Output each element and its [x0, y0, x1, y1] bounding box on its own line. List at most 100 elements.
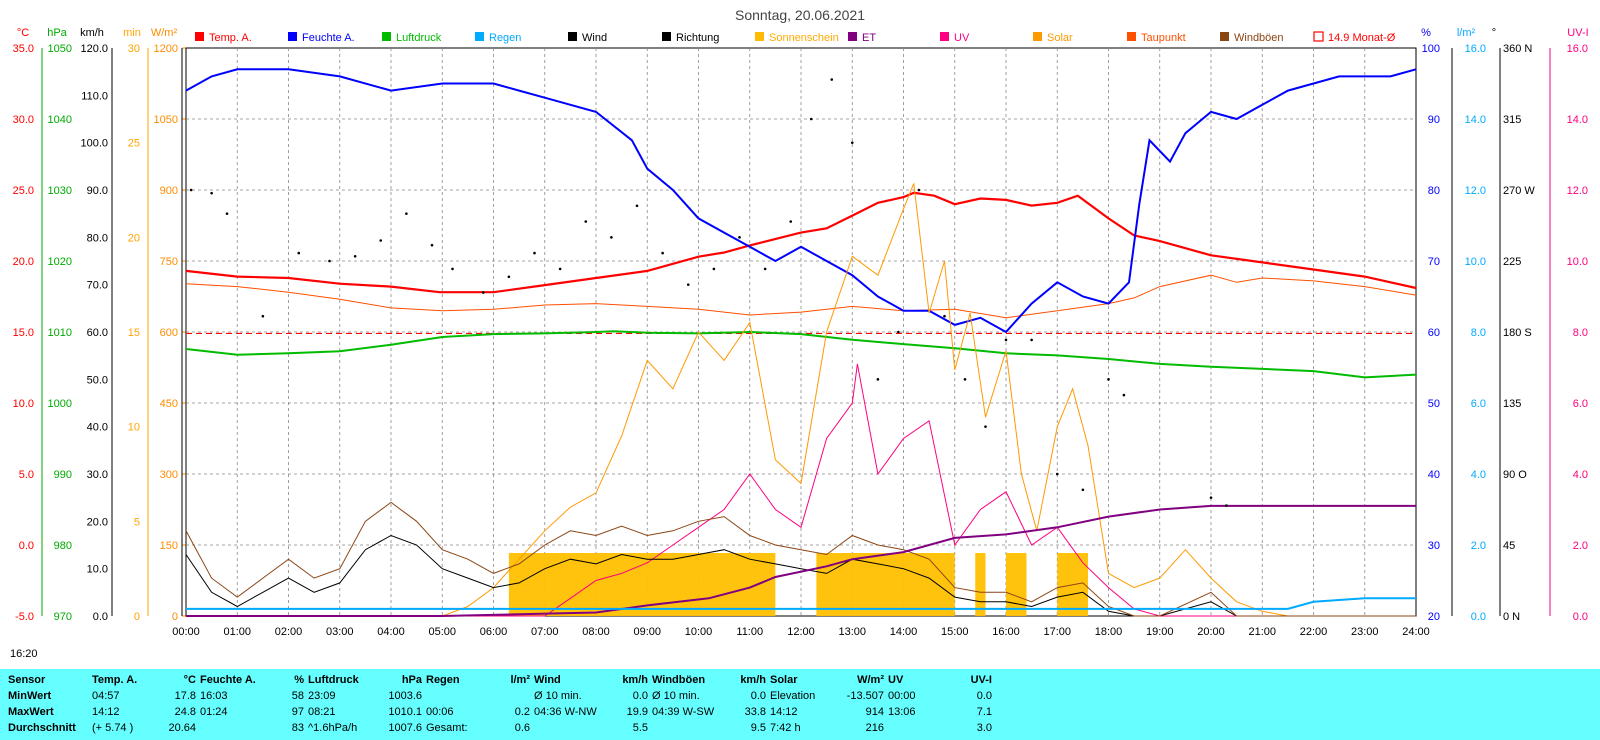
direction-point [1081, 488, 1085, 492]
gust-value: 0.0 [750, 690, 766, 702]
direction-point [405, 212, 408, 215]
series-line-windb-en [185, 501, 1416, 617]
direction-point [738, 236, 741, 239]
time-tick-label: 12:00 [787, 626, 815, 638]
time-tick-label: 03:00 [326, 626, 354, 638]
press-tick-label: 1020 [48, 256, 72, 268]
solar-tick-label: 750 [160, 256, 178, 268]
solar-time: 14:12 [770, 706, 798, 718]
direction-point [507, 275, 511, 279]
temp-tick-label: 10.0 [13, 398, 34, 410]
wind-value: 19.9 [626, 706, 648, 718]
solar-tick-label: 300 [160, 469, 178, 481]
press-value: 1003.6 [388, 690, 422, 702]
hdr-press: Luftdruck [308, 674, 359, 686]
rain-tick-label: 16.0 [1465, 43, 1486, 55]
uv-tick-label: 16.0 [1567, 43, 1588, 55]
uv-time: 13:06 [888, 706, 916, 718]
time-tick-label: 24:00 [1402, 626, 1430, 638]
hum-tick-label: 60 [1428, 327, 1440, 339]
direction-point [610, 236, 613, 239]
dir-tick-label: 180 S [1503, 327, 1532, 339]
uv-tick-label: 10.0 [1567, 256, 1588, 268]
dir-tick-label: 270 W [1503, 185, 1535, 197]
legend-swatch [1127, 32, 1136, 41]
press-time: 23:09 [308, 690, 336, 702]
time-tick-label: 17:00 [1043, 626, 1071, 638]
direction-point [809, 117, 813, 121]
rain-unit-label: l/m² [1457, 27, 1476, 39]
rain-tick-label: 0.0 [1471, 611, 1486, 623]
rain-tick-label: 14.0 [1465, 114, 1486, 126]
wind-unit-label: km/h [80, 27, 104, 39]
uv-tick-label: 6.0 [1573, 398, 1588, 410]
solar-tick-label: 1050 [154, 114, 178, 126]
series-line-regen [186, 597, 1416, 610]
wind-tick-label: 10.0 [87, 564, 108, 576]
time-tick-label: 01:00 [223, 626, 251, 638]
wind-tick-label: 30.0 [87, 469, 108, 481]
hum-tick-label: 80 [1428, 185, 1440, 197]
stats-row-max: MaxWert 14:12 24.8 01:24 97 08:21 1010.1… [6, 704, 994, 720]
direction-point [210, 191, 213, 195]
uv-tick-label: 2.0 [1573, 540, 1588, 552]
direction-point [297, 251, 301, 255]
legend-label: 14.9 Monat-Ø [1328, 32, 1396, 44]
legend-swatch [568, 32, 577, 41]
dir-tick-label: 0 N [1503, 611, 1520, 623]
chart-title: Sonntag, 20.06.2021 [735, 7, 865, 23]
rain-tick-label: 4.0 [1471, 469, 1486, 481]
press-tick-label: 980 [54, 540, 72, 552]
solar-time: 7:42 h [770, 722, 801, 734]
time-tick-label: 22:00 [1300, 626, 1328, 638]
wind-tick-label: 0.0 [93, 611, 108, 623]
press-tick-label: 1000 [48, 398, 72, 410]
rain-time [424, 688, 488, 704]
gust-time: Ø 10 min. [652, 690, 700, 702]
sun-tick-label: 20 [128, 232, 140, 244]
press-tick-label: 970 [54, 611, 72, 623]
wind-time: Ø 10 min. [534, 690, 582, 702]
solar-value: 216 [865, 722, 884, 734]
rain-value: 0.6 [514, 722, 530, 734]
temp-tick-label: 35.0 [13, 43, 34, 55]
hdr-uv-unit: UV-I [970, 674, 992, 686]
uv-tick-label: 4.0 [1573, 469, 1588, 481]
hdr-hum-unit: % [294, 674, 304, 686]
legend-swatch [1033, 32, 1042, 41]
wind-tick-label: 110.0 [81, 90, 108, 102]
plot-area [185, 68, 1417, 617]
time-tick-label: 02:00 [275, 626, 303, 638]
row-label: Durchschnitt [8, 722, 76, 734]
gust-value: 9.5 [750, 722, 766, 734]
sun-tick-label: 15 [128, 327, 140, 339]
hum-value: 58 [291, 690, 304, 702]
uv-value: 7.1 [976, 706, 992, 718]
solar-value: -13.507 [846, 690, 884, 702]
hdr-wind: Wind [534, 674, 561, 686]
direction-point [1055, 472, 1059, 476]
temp-tick-label: 25.0 [13, 185, 34, 197]
direction-point [984, 425, 987, 428]
solar-tick-label: 900 [160, 185, 178, 197]
direction-point [225, 212, 229, 215]
uv-time [886, 720, 950, 736]
direction-point [917, 188, 921, 192]
rain-tick-label: 8.0 [1471, 327, 1486, 339]
wind-value: 0.0 [632, 690, 648, 702]
hum-value: 97 [291, 706, 304, 718]
direction-point [1030, 338, 1033, 342]
uv-unit-label: UV-I [1567, 27, 1588, 39]
legend-label: Temp. A. [209, 32, 252, 44]
temp-unit-label: °C [17, 27, 29, 39]
dir-tick-label: 225 [1503, 256, 1521, 268]
solar-tick-label: 1200 [154, 43, 178, 55]
dir-tick-label: 315 [1503, 114, 1521, 126]
time-tick-label: 07:00 [531, 626, 559, 638]
wind-tick-label: 120.0 [80, 43, 108, 55]
rain-tick-label: 10.0 [1465, 256, 1486, 268]
direction-point [533, 251, 536, 255]
direction-point [876, 378, 880, 381]
legend-swatch [848, 32, 857, 41]
